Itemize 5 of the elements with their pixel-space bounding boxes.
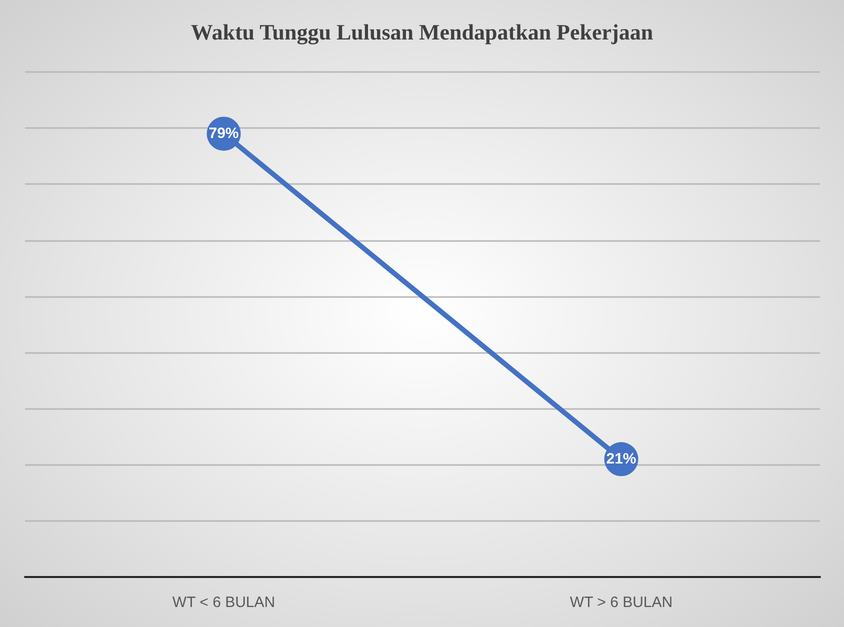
data-label: 21% bbox=[606, 450, 636, 468]
x-tick-label: WT < 6 BULAN bbox=[172, 594, 276, 611]
x-tick-label: WT > 6 BULAN bbox=[570, 594, 673, 611]
data-label: 79% bbox=[208, 125, 239, 142]
chart-title: Waktu Tunggu Lulusan Mendapatkan Pekerjaan bbox=[190, 20, 654, 44]
